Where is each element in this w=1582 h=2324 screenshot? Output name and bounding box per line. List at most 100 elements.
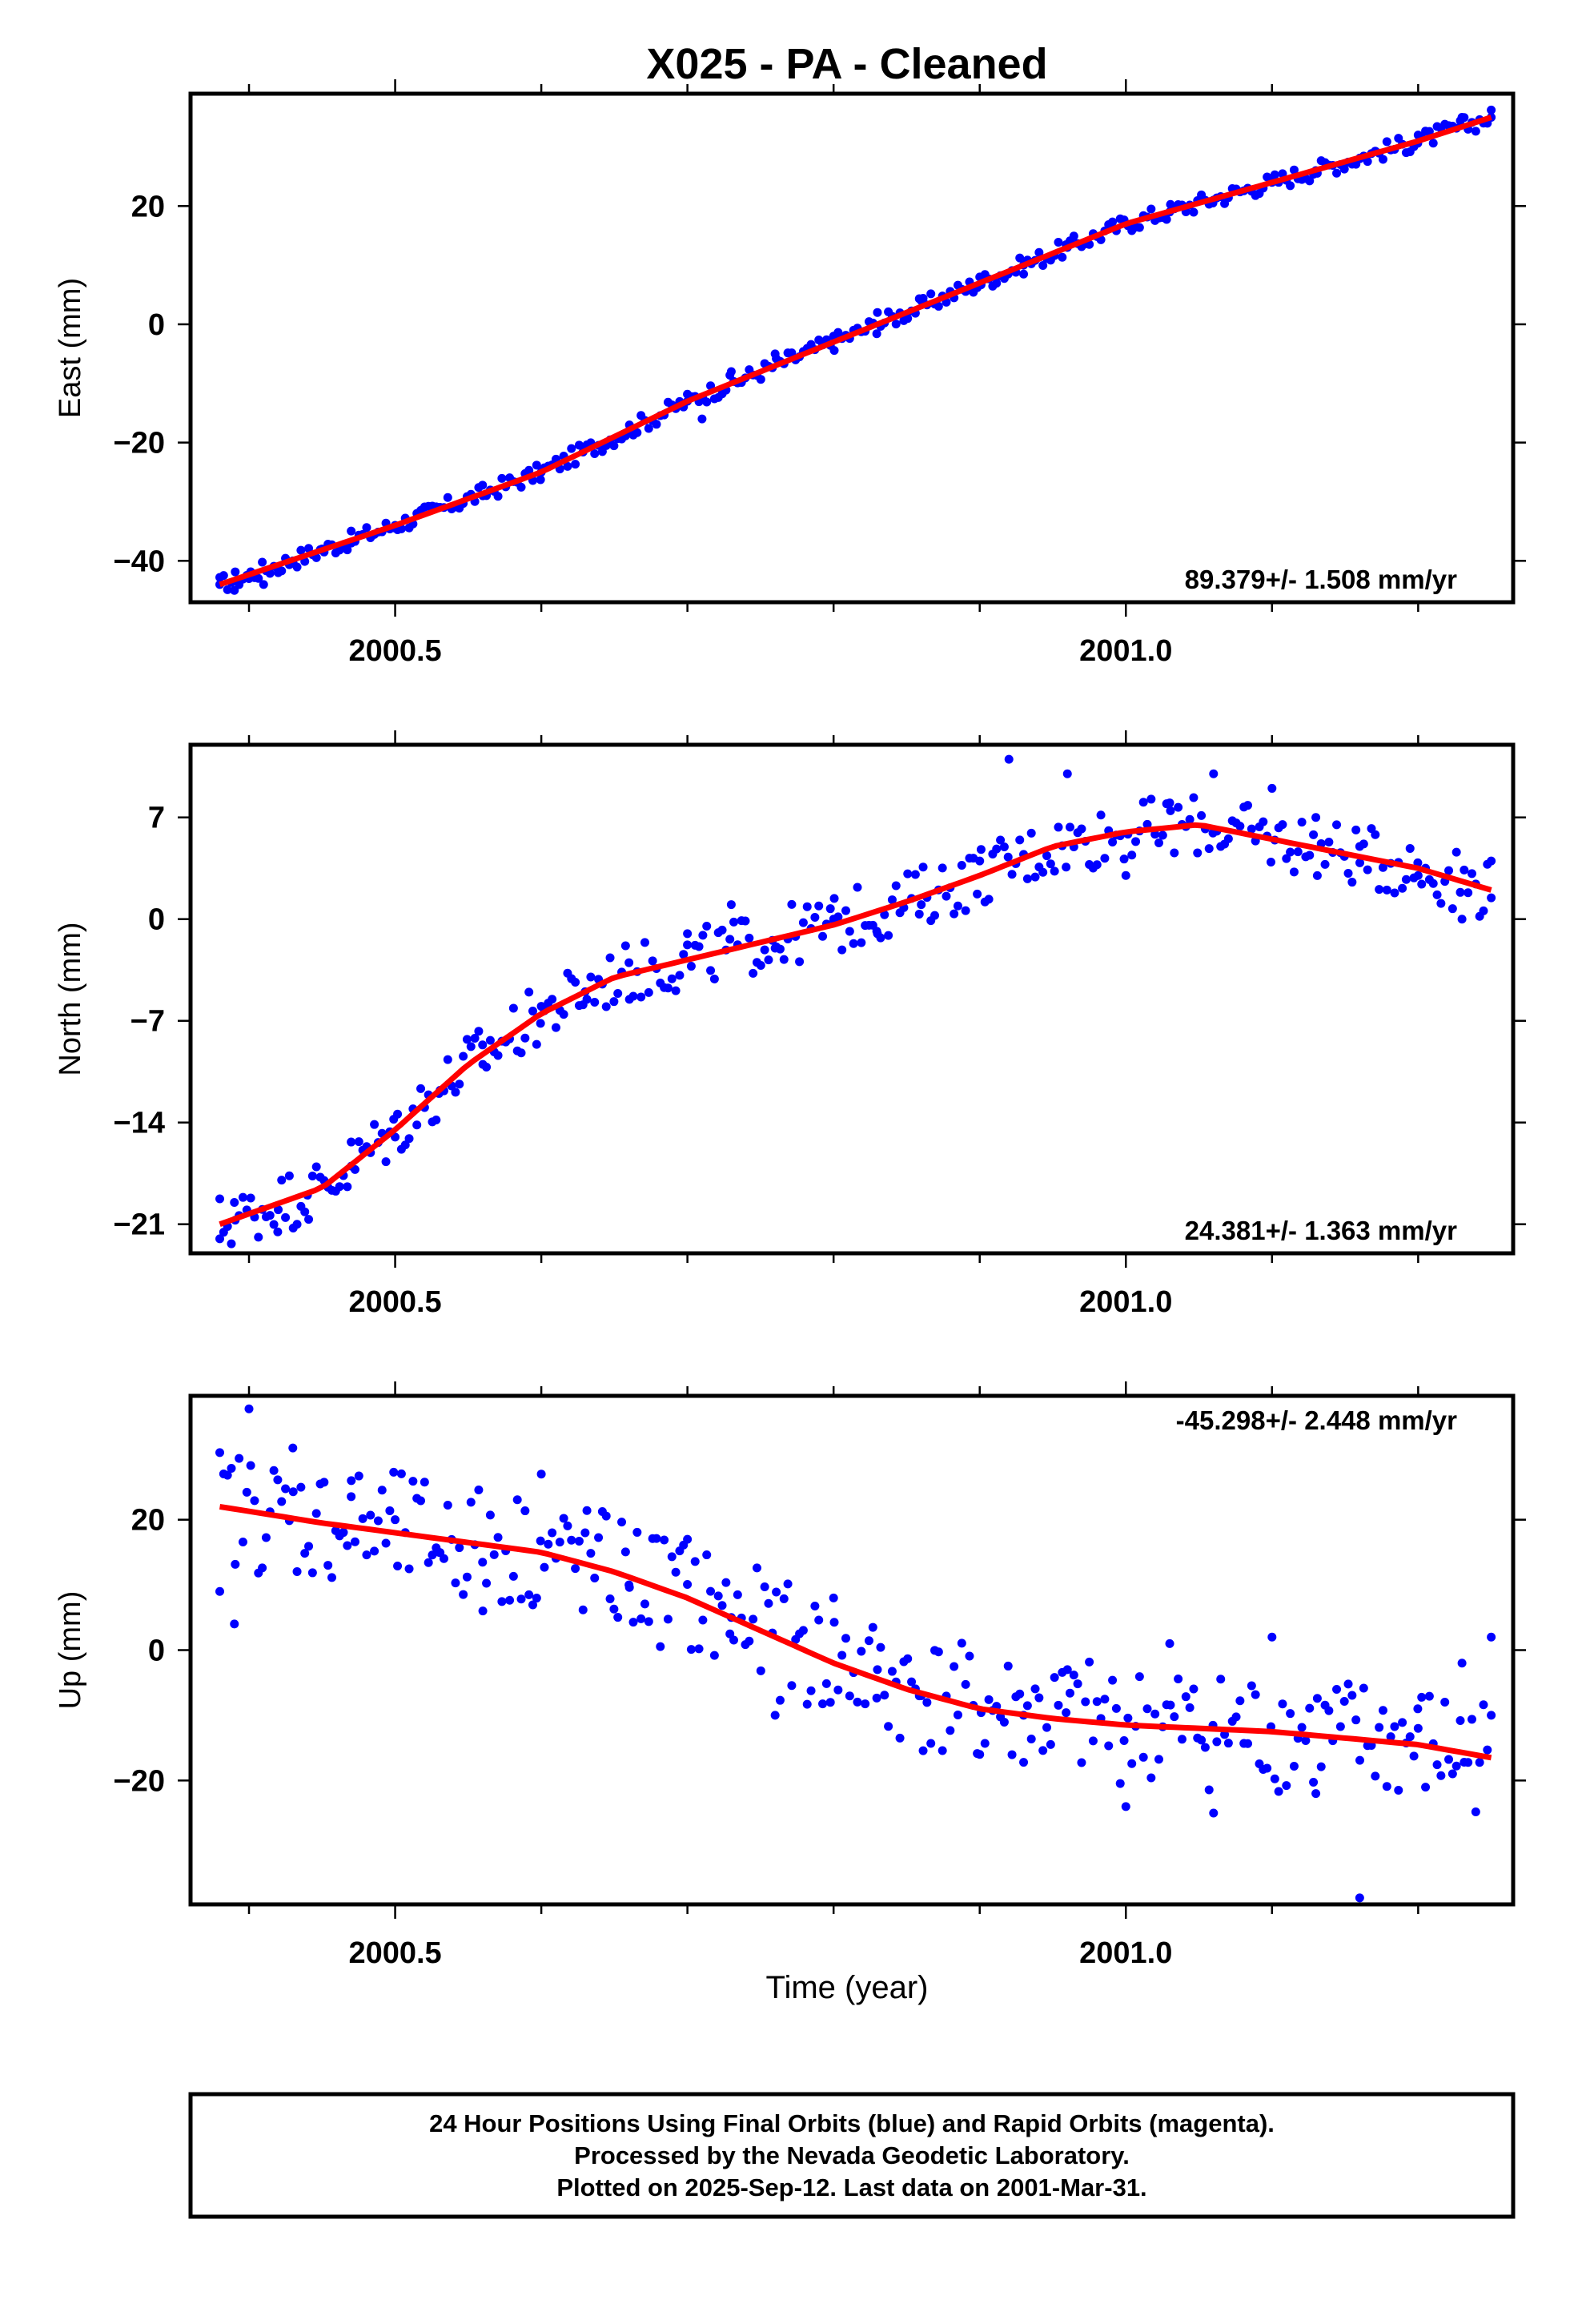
north-data-point: [1293, 847, 1303, 857]
up-data-point: [466, 1498, 476, 1507]
north-data-point: [1121, 870, 1130, 880]
north-data-point: [1467, 869, 1476, 879]
up-data-point: [1413, 1704, 1423, 1714]
up-data-point: [235, 1454, 244, 1463]
up-data-point: [1452, 1761, 1461, 1771]
up-data-point: [880, 1691, 889, 1700]
up-data-point: [1015, 1689, 1025, 1699]
north-data-point: [683, 929, 693, 939]
up-data-point: [508, 1571, 518, 1581]
up-data-point: [373, 1516, 383, 1526]
north-data-point: [756, 961, 765, 971]
up-data-point: [366, 1510, 375, 1520]
east-data-point: [1289, 165, 1299, 175]
up-data-point: [451, 1578, 460, 1588]
up-data-point: [350, 1537, 359, 1546]
up-data-point: [660, 1535, 669, 1545]
north-data-point: [1004, 754, 1014, 764]
up-data-point: [416, 1496, 426, 1506]
up-data-point: [749, 1614, 758, 1624]
north-data-point: [269, 1220, 279, 1229]
up-data-point: [311, 1509, 321, 1518]
north-data-point: [1282, 854, 1291, 863]
east-data-point: [1189, 207, 1199, 217]
up-data-point: [706, 1586, 716, 1596]
up-data-point: [555, 1538, 564, 1547]
north-data-point: [1447, 904, 1457, 914]
north-data-point: [837, 945, 847, 955]
up-data-point: [1243, 1739, 1253, 1748]
up-data-point: [713, 1591, 723, 1601]
north-data-point: [1266, 857, 1275, 866]
north-data-point: [818, 931, 828, 941]
up-data-point: [1100, 1695, 1110, 1704]
north-data-point: [725, 935, 735, 944]
up-data-point: [230, 1619, 239, 1629]
north-data-point: [648, 956, 657, 966]
up-data-point: [1471, 1807, 1480, 1816]
east-data-point: [1162, 215, 1171, 224]
north-data-point: [335, 1182, 344, 1192]
up-data-point: [319, 1478, 329, 1487]
north-data-point: [559, 1010, 568, 1019]
north-data-point: [292, 1220, 302, 1229]
north-data-point: [1456, 887, 1465, 897]
north-data-point: [432, 1115, 441, 1124]
up-data-point: [1351, 1715, 1361, 1725]
north-data-point: [880, 910, 889, 919]
up-data-point: [690, 1557, 700, 1566]
north-data-point: [950, 909, 959, 919]
up-data-point: [938, 1746, 947, 1755]
east-y-tick-label: −40: [114, 545, 165, 578]
up-data-point: [474, 1486, 484, 1495]
north-data-point: [726, 900, 736, 910]
up-data-point: [258, 1563, 267, 1573]
north-data-point: [1320, 859, 1330, 869]
north-y-axis-label: North (mm): [54, 922, 87, 1076]
north-data-point: [1146, 794, 1156, 804]
north-tick-marks: [178, 730, 1526, 1268]
north-data-point: [609, 997, 619, 1007]
north-data-point: [795, 957, 805, 967]
up-data-point: [764, 1598, 773, 1608]
up-data-point: [339, 1528, 348, 1538]
up-data-point: [478, 1558, 488, 1567]
up-point-layer: [215, 1404, 1496, 1903]
north-y-tick-label: −14: [114, 1107, 165, 1140]
north-data-point: [381, 1157, 391, 1167]
up-data-point: [1263, 1763, 1272, 1773]
north-data-point: [215, 1194, 225, 1204]
north-data-point: [1259, 817, 1268, 826]
north-data-point: [1015, 835, 1025, 845]
north-data-point: [1170, 848, 1179, 858]
up-data-point: [772, 1587, 781, 1597]
up-data-point: [1174, 1675, 1183, 1684]
east-data-point: [873, 308, 882, 317]
up-data-point: [1274, 1787, 1283, 1796]
up-data-point: [829, 1618, 839, 1627]
up-data-point: [1440, 1698, 1450, 1707]
east-y-axis-label: East (mm): [54, 278, 87, 418]
up-data-point: [536, 1470, 546, 1479]
north-data-point: [1371, 830, 1380, 839]
north-data-point: [524, 987, 534, 997]
north-data-point: [1324, 837, 1334, 846]
north-data-point: [536, 1002, 546, 1011]
north-data-point: [679, 950, 689, 959]
north-data-point: [1464, 888, 1473, 898]
up-data-point: [632, 1527, 642, 1537]
east-data-point: [770, 349, 780, 359]
up-data-point: [1312, 1694, 1322, 1703]
north-data-point: [729, 917, 739, 927]
up-data-point: [934, 1647, 943, 1657]
east-data-point: [567, 444, 576, 453]
up-data-point: [1457, 1659, 1467, 1668]
up-data-point: [1335, 1722, 1345, 1731]
up-data-point: [362, 1550, 371, 1560]
east-data-point: [697, 414, 707, 424]
up-data-point: [953, 1710, 962, 1719]
east-data-point: [1378, 155, 1387, 164]
north-data-point: [1428, 879, 1438, 888]
up-data-point: [1347, 1691, 1357, 1700]
north-data-point: [1062, 862, 1071, 872]
